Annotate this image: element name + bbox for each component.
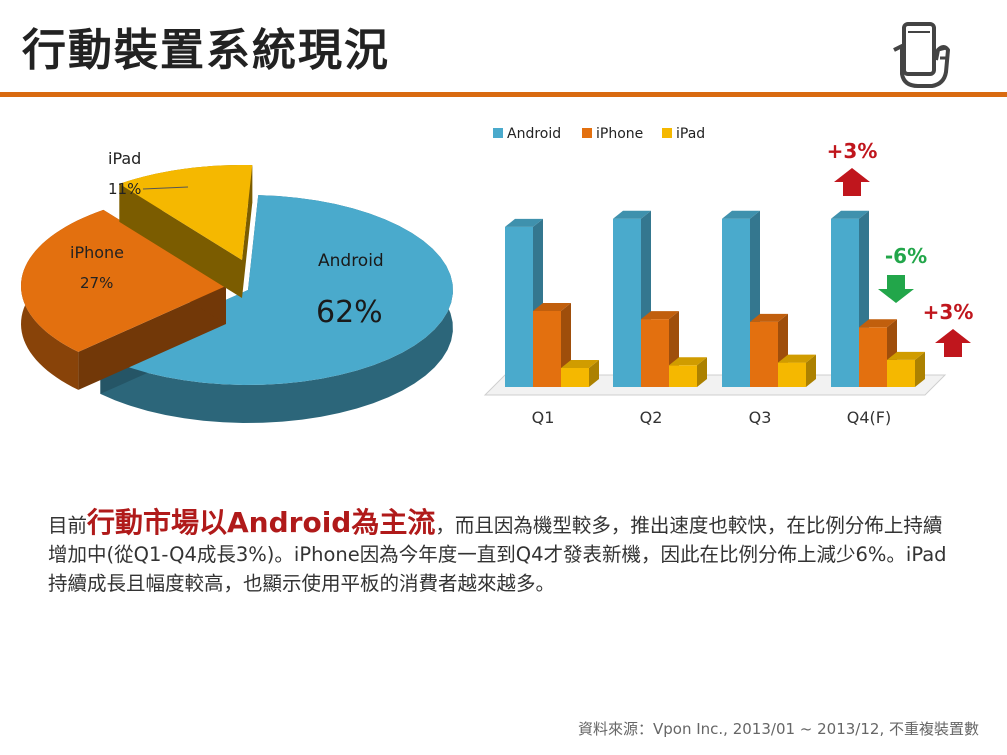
legend-swatch-android	[493, 128, 503, 138]
bar-top	[722, 210, 760, 219]
bar-front	[722, 218, 750, 387]
bar-top	[533, 303, 571, 311]
pie-slice-cut	[242, 165, 253, 298]
bar-front	[859, 327, 887, 387]
bar-top	[750, 313, 788, 322]
bar-top	[669, 357, 707, 366]
pie-label-android-value: 62%	[316, 295, 383, 330]
bar-top	[831, 210, 869, 219]
bar-front	[505, 226, 533, 387]
bar-front	[669, 365, 697, 387]
page-title: 行動裝置系統現況	[22, 25, 390, 76]
bar-front	[887, 359, 915, 387]
summary-lead: 目前	[48, 514, 88, 537]
bar-front	[831, 218, 859, 387]
x-tick-label: Q2	[640, 408, 663, 427]
pie-label-ipad-name: iPad	[108, 149, 141, 168]
legend-label-ipad: iPad	[676, 126, 705, 142]
pie-label-iphone-name: iPhone	[70, 243, 124, 262]
bar-top	[561, 360, 599, 368]
pie-slice-side	[100, 195, 453, 423]
legend-label-iphone: iPhone	[596, 126, 643, 142]
title-divider	[0, 92, 1007, 97]
bar-side	[915, 351, 925, 387]
annotation-ipad-change: +3%	[923, 300, 974, 324]
pie-slice-top	[21, 209, 226, 352]
bar-ipad-q1	[561, 360, 599, 387]
bar-android-q4f	[831, 210, 869, 387]
arrow-up-icon	[834, 168, 870, 196]
bar-top	[505, 218, 543, 227]
source-note: 資料來源：Vpon Inc., 2013/01 ~ 2013/12, 不重複裝置…	[578, 720, 979, 738]
bar-front	[561, 368, 589, 387]
bar-ipad-q4f	[887, 351, 925, 387]
legend-swatch-iphone	[582, 128, 592, 138]
x-tick-label: Q3	[749, 408, 772, 427]
bar-top	[887, 351, 925, 360]
bar-side	[589, 360, 599, 387]
summary-paragraph: 目前行動市場以Android為主流，而且因為機型較多，推出速度也較快，在比例分佈…	[48, 508, 958, 598]
bar-top	[778, 354, 816, 363]
bar-front	[641, 319, 669, 387]
pie-label-ipad-value: 11%	[108, 180, 141, 198]
pie-slice-iphone	[21, 209, 226, 390]
bar-side	[697, 357, 707, 387]
bar-front	[613, 218, 641, 387]
smartphone-hand-icon	[893, 22, 950, 88]
annotation-android-change: +3%	[827, 139, 878, 163]
bar-top	[613, 210, 651, 219]
pie-label-ipad-leader	[142, 186, 189, 190]
bar-ipad-q3	[778, 354, 816, 387]
pie-slice-cut	[78, 286, 226, 390]
bar-top	[641, 311, 679, 320]
summary-highlight: 行動市場以Android為主流	[87, 506, 436, 539]
bar-top	[859, 319, 897, 328]
pie-slice-cut	[119, 183, 242, 298]
pie-label-android-name: Android	[318, 251, 384, 271]
legend-swatch-ipad	[662, 128, 672, 138]
x-tick-label: Q1	[532, 408, 555, 427]
bar-front	[778, 362, 806, 387]
bar-side	[806, 354, 816, 387]
annotation-iphone-change: -6%	[885, 244, 927, 268]
bar-ipad-q2	[669, 357, 707, 387]
bar-chart-floor	[483, 374, 947, 396]
bar-front	[750, 321, 778, 387]
charts-area: Android 62% iPhone 27% iPad 11% Q1 Q2 Q3 Q4(F) And…	[21, 126, 974, 427]
summary-body: ，而且因為機型較多，推出速度也較快，在比例分佈上持續增加中(從Q1-Q4成長3%…	[48, 514, 947, 595]
bar-front	[533, 311, 561, 387]
arrow-down-icon	[878, 275, 914, 303]
legend-label-android: Android	[507, 126, 561, 142]
arrow-up-icon	[935, 329, 971, 357]
pie-label-iphone-value: 27%	[80, 274, 113, 292]
x-tick-label: Q4(F)	[847, 408, 891, 427]
